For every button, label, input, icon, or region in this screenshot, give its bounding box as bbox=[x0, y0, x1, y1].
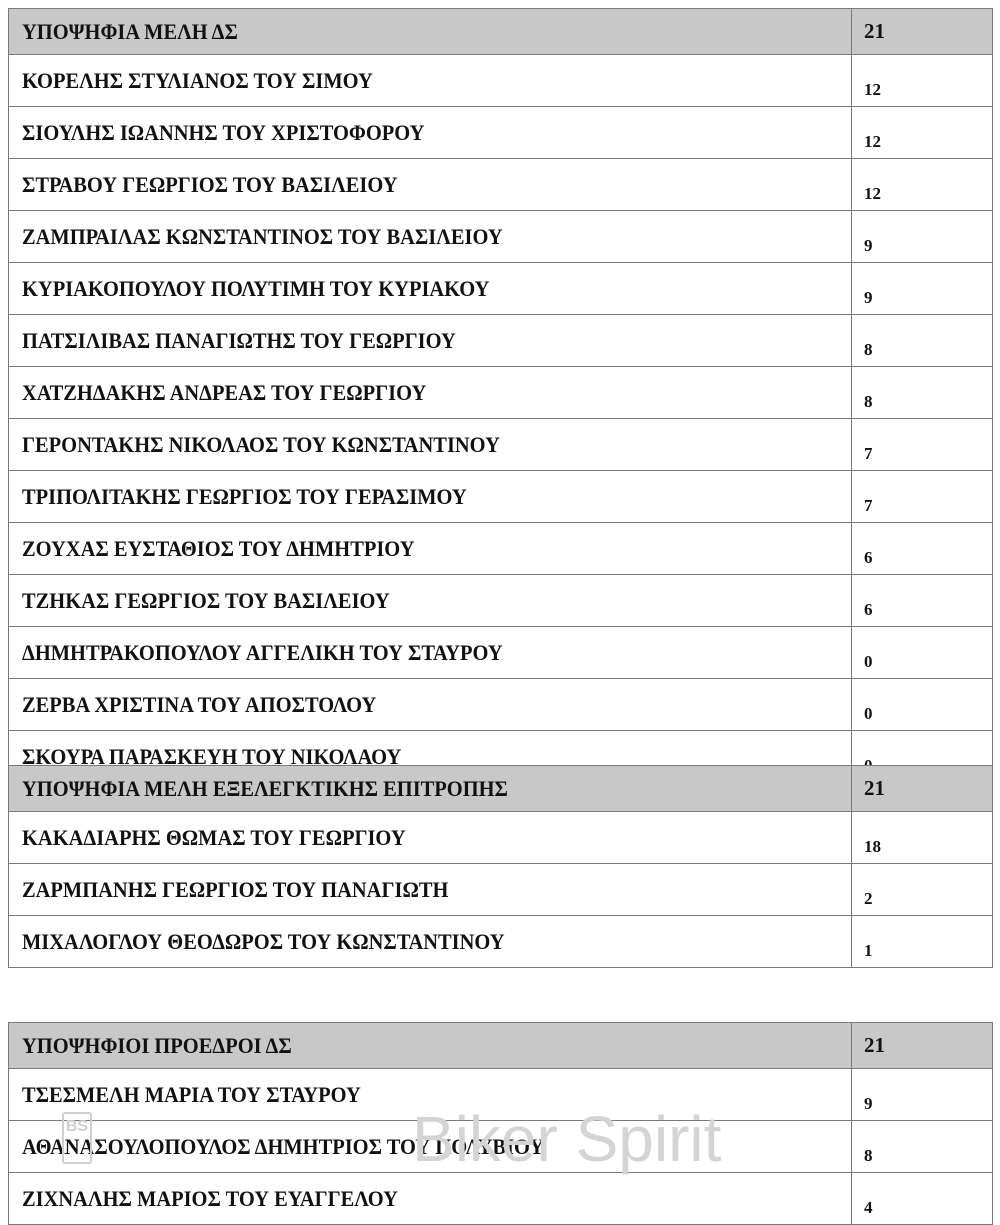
table-row: ΖΟΥΧΑΣ ΕΥΣΤΑΘΙΟΣ ΤΟΥ ΔΗΜΗΤΡΙΟΥ 6 bbox=[8, 522, 993, 575]
candidate-name: ΖΑΡΜΠΑΝΗΣ ΓΕΩΡΓΙΟΣ ΤΟΥ ΠΑΝΑΓΙΩΤΗ bbox=[22, 876, 449, 902]
candidate-votes: 12 bbox=[851, 158, 993, 211]
candidate-name: ΚΟΡΕΛΗΣ ΣΤΥΛΙΑΝΟΣ ΤΟΥ ΣΙΜΟΥ bbox=[22, 67, 373, 93]
candidate-name-cell: ΚΥΡΙΑΚΟΠΟΥΛΟΥ ΠΟΛΥΤΙΜΗ ΤΟΥ ΚΥΡΙΑΚΟΥ bbox=[8, 262, 852, 315]
candidate-votes: 0 bbox=[851, 626, 993, 679]
header-total: 21 bbox=[851, 765, 993, 812]
candidate-name: ΤΣΕΣΜΕΛΗ ΜΑΡΙΑ ΤΟΥ ΣΤΑΥΡΟΥ bbox=[22, 1081, 361, 1107]
board-presidents-table: ΥΠΟΨΗΦΙΟΙ ΠΡΟΕΔΡΟΙ ΔΣ 21 ΤΣΕΣΜΕΛΗ ΜΑΡΙΑ … bbox=[8, 1022, 993, 1225]
table-header-row: ΥΠΟΨΗΦΙΟΙ ΠΡΟΕΔΡΟΙ ΔΣ 21 bbox=[8, 1022, 993, 1069]
candidate-votes: 1 bbox=[851, 915, 993, 968]
candidate-votes: 4 bbox=[851, 1172, 993, 1225]
candidate-name-cell: ΖΕΡΒΑ ΧΡΙΣΤΙΝΑ ΤΟΥ ΑΠΟΣΤΟΛΟΥ bbox=[8, 678, 852, 731]
candidate-name-cell: ΚΑΚΑΔΙΑΡΗΣ ΘΩΜΑΣ ΤΟΥ ΓΕΩΡΓΙΟΥ bbox=[8, 811, 852, 864]
candidate-votes: 2 bbox=[851, 863, 993, 916]
candidate-name: ΖΕΡΒΑ ΧΡΙΣΤΙΝΑ ΤΟΥ ΑΠΟΣΤΟΛΟΥ bbox=[22, 691, 377, 717]
table-row: ΚΟΡΕΛΗΣ ΣΤΥΛΙΑΝΟΣ ΤΟΥ ΣΙΜΟΥ 12 bbox=[8, 54, 993, 107]
table-row: ΑΘΑΝΑΣΟΥΛΟΠΟΥΛΟΣ ΔΗΜΗΤΡΙΟΣ ΤΟΥ ΠΟΛΥΒΙΟΥ … bbox=[8, 1120, 993, 1173]
candidate-name: ΓΕΡΟΝΤΑΚΗΣ ΝΙΚΟΛΑΟΣ ΤΟΥ ΚΩΝΣΤΑΝΤΙΝΟΥ bbox=[22, 431, 500, 457]
candidate-votes: 6 bbox=[851, 574, 993, 627]
table-header-row: ΥΠΟΨΗΦΙΑ ΜΕΛΗ ΕΞΕΛΕΓΚΤΙΚΗΣ ΕΠΙΤΡΟΠΗΣ 21 bbox=[8, 765, 993, 812]
candidate-name: ΚΥΡΙΑΚΟΠΟΥΛΟΥ ΠΟΛΥΤΙΜΗ ΤΟΥ ΚΥΡΙΑΚΟΥ bbox=[22, 275, 490, 301]
candidate-votes: 8 bbox=[851, 314, 993, 367]
header-title: ΥΠΟΨΗΦΙΑ ΜΕΛΗ ΕΞΕΛΕΓΚΤΙΚΗΣ ΕΠΙΤΡΟΠΗΣ bbox=[22, 775, 508, 801]
candidate-name-cell: ΜΙΧΑΛΟΓΛΟΥ ΘΕΟΔΩΡΟΣ ΤΟΥ ΚΩΝΣΤΑΝΤΙΝΟΥ bbox=[8, 915, 852, 968]
header-total: 21 bbox=[851, 8, 993, 55]
candidate-name-cell: ΔΗΜΗΤΡΑΚΟΠΟΥΛΟΥ ΑΓΓΕΛΙΚΗ ΤΟΥ ΣΤΑΥΡΟΥ bbox=[8, 626, 852, 679]
candidate-name: ΖΟΥΧΑΣ ΕΥΣΤΑΘΙΟΣ ΤΟΥ ΔΗΜΗΤΡΙΟΥ bbox=[22, 535, 415, 561]
candidate-name-cell: ΤΣΕΣΜΕΛΗ ΜΑΡΙΑ ΤΟΥ ΣΤΑΥΡΟΥ bbox=[8, 1068, 852, 1121]
candidate-name-cell: ΖΑΜΠΡΑΙΛΑΣ ΚΩΝΣΤΑΝΤΙΝΟΣ ΤΟΥ ΒΑΣΙΛΕΙΟΥ bbox=[8, 210, 852, 263]
candidate-name-cell: ΣΤΡΑΒΟΥ ΓΕΩΡΓΙΟΣ ΤΟΥ ΒΑΣΙΛΕΙΟΥ bbox=[8, 158, 852, 211]
candidate-votes: 7 bbox=[851, 418, 993, 471]
candidate-votes: 18 bbox=[851, 811, 993, 864]
table-row: ΤΡΙΠΟΛΙΤΑΚΗΣ ΓΕΩΡΓΙΟΣ ΤΟΥ ΓΕΡΑΣΙΜΟΥ 7 bbox=[8, 470, 993, 523]
table-row: ΚΑΚΑΔΙΑΡΗΣ ΘΩΜΑΣ ΤΟΥ ΓΕΩΡΓΙΟΥ 18 bbox=[8, 811, 993, 864]
candidate-name-cell: ΤΖΗΚΑΣ ΓΕΩΡΓΙΟΣ ΤΟΥ ΒΑΣΙΛΕΙΟΥ bbox=[8, 574, 852, 627]
header-title-cell: ΥΠΟΨΗΦΙΑ ΜΕΛΗ ΔΣ bbox=[8, 8, 852, 55]
candidate-name: ΤΖΗΚΑΣ ΓΕΩΡΓΙΟΣ ΤΟΥ ΒΑΣΙΛΕΙΟΥ bbox=[22, 587, 390, 613]
candidate-votes: 8 bbox=[851, 366, 993, 419]
candidate-name-cell: ΖΟΥΧΑΣ ΕΥΣΤΑΘΙΟΣ ΤΟΥ ΔΗΜΗΤΡΙΟΥ bbox=[8, 522, 852, 575]
candidate-votes: 8 bbox=[851, 1120, 993, 1173]
board-members-table: ΥΠΟΨΗΦΙΑ ΜΕΛΗ ΔΣ 21 ΚΟΡΕΛΗΣ ΣΤΥΛΙΑΝΟΣ ΤΟ… bbox=[8, 8, 993, 783]
candidate-name: ΣΚΟΥΡΑ ΠΑΡΑΣΚΕΥΗ ΤΟΥ ΝΙΚΟΛΑΟΥ bbox=[22, 743, 402, 769]
table-header-row: ΥΠΟΨΗΦΙΑ ΜΕΛΗ ΔΣ 21 bbox=[8, 8, 993, 55]
candidate-name: ΑΘΑΝΑΣΟΥΛΟΠΟΥΛΟΣ ΔΗΜΗΤΡΙΟΣ ΤΟΥ ΠΟΛΥΒΙΟΥ bbox=[22, 1133, 545, 1159]
table-row: ΔΗΜΗΤΡΑΚΟΠΟΥΛΟΥ ΑΓΓΕΛΙΚΗ ΤΟΥ ΣΤΑΥΡΟΥ 0 bbox=[8, 626, 993, 679]
header-total: 21 bbox=[851, 1022, 993, 1069]
table-row: ΣΤΡΑΒΟΥ ΓΕΩΡΓΙΟΣ ΤΟΥ ΒΑΣΙΛΕΙΟΥ 12 bbox=[8, 158, 993, 211]
table-row: ΤΣΕΣΜΕΛΗ ΜΑΡΙΑ ΤΟΥ ΣΤΑΥΡΟΥ 9 bbox=[8, 1068, 993, 1121]
candidate-name-cell: ΠΑΤΣΙΛΙΒΑΣ ΠΑΝΑΓΙΩΤΗΣ ΤΟΥ ΓΕΩΡΓΙΟΥ bbox=[8, 314, 852, 367]
candidate-name: ΖΑΜΠΡΑΙΛΑΣ ΚΩΝΣΤΑΝΤΙΝΟΣ ΤΟΥ ΒΑΣΙΛΕΙΟΥ bbox=[22, 223, 503, 249]
candidate-votes: 12 bbox=[851, 54, 993, 107]
table-row: ΜΙΧΑΛΟΓΛΟΥ ΘΕΟΔΩΡΟΣ ΤΟΥ ΚΩΝΣΤΑΝΤΙΝΟΥ 1 bbox=[8, 915, 993, 968]
table-row: ΖΕΡΒΑ ΧΡΙΣΤΙΝΑ ΤΟΥ ΑΠΟΣΤΟΛΟΥ 0 bbox=[8, 678, 993, 731]
candidate-name: ΖΙΧΝΑΛΗΣ ΜΑΡΙΟΣ ΤΟΥ ΕΥΑΓΓΕΛΟΥ bbox=[22, 1185, 398, 1211]
candidate-name: ΣΙΟΥΛΗΣ ΙΩΑΝΝΗΣ ΤΟΥ ΧΡΙΣΤΟΦΟΡΟΥ bbox=[22, 119, 425, 145]
table-row: ΧΑΤΖΗΔΑΚΗΣ ΑΝΔΡΕΑΣ ΤΟΥ ΓΕΩΡΓΙΟΥ 8 bbox=[8, 366, 993, 419]
candidate-name: ΚΑΚΑΔΙΑΡΗΣ ΘΩΜΑΣ ΤΟΥ ΓΕΩΡΓΙΟΥ bbox=[22, 824, 406, 850]
candidate-votes: 9 bbox=[851, 262, 993, 315]
table-row: ΓΕΡΟΝΤΑΚΗΣ ΝΙΚΟΛΑΟΣ ΤΟΥ ΚΩΝΣΤΑΝΤΙΝΟΥ 7 bbox=[8, 418, 993, 471]
table-row: ΖΑΜΠΡΑΙΛΑΣ ΚΩΝΣΤΑΝΤΙΝΟΣ ΤΟΥ ΒΑΣΙΛΕΙΟΥ 9 bbox=[8, 210, 993, 263]
candidate-votes: 6 bbox=[851, 522, 993, 575]
candidate-votes: 9 bbox=[851, 210, 993, 263]
table-row: ΖΑΡΜΠΑΝΗΣ ΓΕΩΡΓΙΟΣ ΤΟΥ ΠΑΝΑΓΙΩΤΗ 2 bbox=[8, 863, 993, 916]
header-title-cell: ΥΠΟΨΗΦΙΟΙ ΠΡΟΕΔΡΟΙ ΔΣ bbox=[8, 1022, 852, 1069]
audit-committee-table: ΥΠΟΨΗΦΙΑ ΜΕΛΗ ΕΞΕΛΕΓΚΤΙΚΗΣ ΕΠΙΤΡΟΠΗΣ 21 … bbox=[8, 765, 993, 968]
candidate-name-cell: ΧΑΤΖΗΔΑΚΗΣ ΑΝΔΡΕΑΣ ΤΟΥ ΓΕΩΡΓΙΟΥ bbox=[8, 366, 852, 419]
candidate-name: ΠΑΤΣΙΛΙΒΑΣ ΠΑΝΑΓΙΩΤΗΣ ΤΟΥ ΓΕΩΡΓΙΟΥ bbox=[22, 327, 456, 353]
candidate-name-cell: ΑΘΑΝΑΣΟΥΛΟΠΟΥΛΟΣ ΔΗΜΗΤΡΙΟΣ ΤΟΥ ΠΟΛΥΒΙΟΥ bbox=[8, 1120, 852, 1173]
header-title-cell: ΥΠΟΨΗΦΙΑ ΜΕΛΗ ΕΞΕΛΕΓΚΤΙΚΗΣ ΕΠΙΤΡΟΠΗΣ bbox=[8, 765, 852, 812]
candidate-votes: 9 bbox=[851, 1068, 993, 1121]
header-title: ΥΠΟΨΗΦΙΟΙ ΠΡΟΕΔΡΟΙ ΔΣ bbox=[22, 1032, 292, 1058]
candidate-votes: 7 bbox=[851, 470, 993, 523]
table-row: ΚΥΡΙΑΚΟΠΟΥΛΟΥ ΠΟΛΥΤΙΜΗ ΤΟΥ ΚΥΡΙΑΚΟΥ 9 bbox=[8, 262, 993, 315]
candidate-name: ΣΤΡΑΒΟΥ ΓΕΩΡΓΙΟΣ ΤΟΥ ΒΑΣΙΛΕΙΟΥ bbox=[22, 171, 398, 197]
candidate-name-cell: ΚΟΡΕΛΗΣ ΣΤΥΛΙΑΝΟΣ ΤΟΥ ΣΙΜΟΥ bbox=[8, 54, 852, 107]
candidate-name-cell: ΤΡΙΠΟΛΙΤΑΚΗΣ ΓΕΩΡΓΙΟΣ ΤΟΥ ΓΕΡΑΣΙΜΟΥ bbox=[8, 470, 852, 523]
table-row: ΤΖΗΚΑΣ ΓΕΩΡΓΙΟΣ ΤΟΥ ΒΑΣΙΛΕΙΟΥ 6 bbox=[8, 574, 993, 627]
candidate-name-cell: ΣΙΟΥΛΗΣ ΙΩΑΝΝΗΣ ΤΟΥ ΧΡΙΣΤΟΦΟΡΟΥ bbox=[8, 106, 852, 159]
candidate-name: ΤΡΙΠΟΛΙΤΑΚΗΣ ΓΕΩΡΓΙΟΣ ΤΟΥ ΓΕΡΑΣΙΜΟΥ bbox=[22, 483, 467, 509]
table-row: ΖΙΧΝΑΛΗΣ ΜΑΡΙΟΣ ΤΟΥ ΕΥΑΓΓΕΛΟΥ 4 bbox=[8, 1172, 993, 1225]
header-title: ΥΠΟΨΗΦΙΑ ΜΕΛΗ ΔΣ bbox=[22, 18, 238, 44]
candidate-name: ΜΙΧΑΛΟΓΛΟΥ ΘΕΟΔΩΡΟΣ ΤΟΥ ΚΩΝΣΤΑΝΤΙΝΟΥ bbox=[22, 928, 505, 954]
candidate-name: ΧΑΤΖΗΔΑΚΗΣ ΑΝΔΡΕΑΣ ΤΟΥ ΓΕΩΡΓΙΟΥ bbox=[22, 379, 427, 405]
candidate-votes: 0 bbox=[851, 678, 993, 731]
table-row: ΣΙΟΥΛΗΣ ΙΩΑΝΝΗΣ ΤΟΥ ΧΡΙΣΤΟΦΟΡΟΥ 12 bbox=[8, 106, 993, 159]
table-row: ΠΑΤΣΙΛΙΒΑΣ ΠΑΝΑΓΙΩΤΗΣ ΤΟΥ ΓΕΩΡΓΙΟΥ 8 bbox=[8, 314, 993, 367]
candidate-name: ΔΗΜΗΤΡΑΚΟΠΟΥΛΟΥ ΑΓΓΕΛΙΚΗ ΤΟΥ ΣΤΑΥΡΟΥ bbox=[22, 639, 503, 665]
candidate-name-cell: ΖΙΧΝΑΛΗΣ ΜΑΡΙΟΣ ΤΟΥ ΕΥΑΓΓΕΛΟΥ bbox=[8, 1172, 852, 1225]
candidate-votes: 12 bbox=[851, 106, 993, 159]
candidate-name-cell: ΓΕΡΟΝΤΑΚΗΣ ΝΙΚΟΛΑΟΣ ΤΟΥ ΚΩΝΣΤΑΝΤΙΝΟΥ bbox=[8, 418, 852, 471]
candidate-name-cell: ΖΑΡΜΠΑΝΗΣ ΓΕΩΡΓΙΟΣ ΤΟΥ ΠΑΝΑΓΙΩΤΗ bbox=[8, 863, 852, 916]
